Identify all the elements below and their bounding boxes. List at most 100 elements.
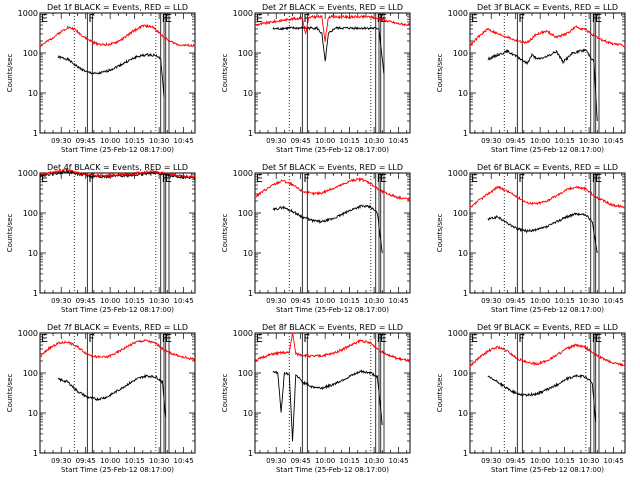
- x-tick-label: 10:30: [149, 297, 169, 305]
- x-tick-label: 10:00: [530, 297, 550, 305]
- y-axis-label: Counts/sec: [436, 54, 444, 93]
- marker-label: F: [518, 332, 524, 345]
- x-axis-label: Start Time (25-Feb-12 08:17:00): [491, 306, 604, 314]
- x-tick-label: 10:15: [125, 137, 145, 145]
- x-tick-label: 09:30: [266, 137, 286, 145]
- y-tick-label: 10: [28, 249, 38, 258]
- x-tick-label: 10:15: [340, 297, 360, 305]
- x-tick-label: 10:45: [388, 457, 408, 465]
- y-tick-label: 10: [243, 249, 253, 258]
- y-axis-label: Counts/sec: [6, 374, 14, 413]
- marker-label: E: [380, 12, 387, 25]
- lld-series-line: [469, 184, 626, 209]
- marker-label: E: [595, 172, 602, 185]
- y-tick-label: 1000: [233, 9, 253, 18]
- y-tick-label: 1: [463, 289, 468, 298]
- marker-label: E: [256, 172, 263, 185]
- x-tick-label: 10:30: [364, 137, 384, 145]
- panel-title: Det 2f BLACK = Events, RED = LLD: [262, 3, 403, 12]
- y-tick-label: 1: [248, 129, 253, 138]
- plot-frame: [254, 172, 411, 294]
- marker-label: E: [471, 12, 478, 25]
- plot-frame: [39, 332, 196, 454]
- lld-series-line: [469, 25, 626, 48]
- marker-label: F: [303, 12, 309, 25]
- events-series-line: [487, 374, 597, 422]
- marker-label: E: [41, 12, 48, 25]
- x-tick-label: 10:15: [555, 457, 575, 465]
- x-axis-label: Start Time (25-Feb-12 08:17:00): [276, 306, 389, 314]
- lld-series-line: [254, 332, 411, 363]
- plot-frame: [469, 12, 626, 134]
- panel-5f: Det 5f BLACK = Events, RED = LLD 1 10 100 10…: [221, 163, 411, 314]
- marker-label: E: [256, 12, 263, 25]
- panel-9f: Det 9f BLACK = Events, RED = LLD 1 10 100 10…: [436, 323, 626, 474]
- y-tick-label: 10: [243, 409, 253, 418]
- x-tick-label: 10:30: [579, 457, 599, 465]
- y-tick-label: 1000: [448, 9, 468, 18]
- x-axis-label: Start Time (25-Feb-12 08:17:00): [61, 466, 174, 474]
- y-tick-label: 1: [463, 449, 468, 458]
- y-axis-label: Counts/sec: [6, 214, 14, 253]
- x-tick-label: 09:45: [506, 137, 526, 145]
- y-tick-label: 10: [458, 409, 468, 418]
- x-axis-label: Start Time (25-Feb-12 08:17:00): [491, 466, 604, 474]
- lld-series-line: [254, 14, 411, 42]
- y-tick-label: 100: [23, 49, 38, 58]
- x-tick-label: 10:00: [315, 297, 335, 305]
- y-tick-label: 1000: [233, 169, 253, 178]
- x-tick-label: 09:45: [291, 297, 311, 305]
- marker-label: E: [471, 172, 478, 185]
- x-tick-label: 09:45: [291, 137, 311, 145]
- lld-series-line: [469, 343, 625, 367]
- events-series-line: [57, 373, 167, 417]
- marker-label: E: [380, 172, 387, 185]
- y-tick-label: 100: [23, 369, 38, 378]
- x-tick-label: 09:30: [51, 137, 71, 145]
- y-tick-label: 1000: [18, 169, 38, 178]
- panel-title: Det 3f BLACK = Events, RED = LLD: [477, 3, 618, 12]
- lld-series-line: [254, 176, 411, 202]
- x-tick-label: 10:15: [555, 137, 575, 145]
- x-tick-label: 10:00: [315, 137, 335, 145]
- y-tick-label: 1: [33, 289, 38, 298]
- events-series-line: [487, 212, 598, 254]
- x-tick-label: 09:30: [266, 297, 286, 305]
- x-tick-label: 10:45: [388, 137, 408, 145]
- x-tick-label: 09:30: [481, 457, 501, 465]
- x-tick-label: 10:00: [100, 297, 120, 305]
- panel-title: Det 5f BLACK = Events, RED = LLD: [262, 163, 403, 172]
- y-axis-label: Counts/sec: [6, 54, 14, 93]
- marker-label: E: [380, 332, 387, 345]
- panel-title: Det 7f BLACK = Events, RED = LLD: [47, 323, 188, 332]
- y-tick-label: 100: [453, 369, 468, 378]
- x-axis-label: Start Time (25-Feb-12 08:17:00): [276, 466, 389, 474]
- panel-title: Det 6f BLACK = Events, RED = LLD: [477, 163, 618, 172]
- x-tick-label: 09:30: [481, 137, 501, 145]
- y-tick-label: 10: [458, 89, 468, 98]
- y-tick-label: 100: [238, 49, 253, 58]
- y-tick-label: 1000: [448, 169, 468, 178]
- x-tick-label: 09:30: [266, 457, 286, 465]
- x-tick-label: 09:30: [51, 297, 71, 305]
- marker-label: F: [377, 172, 383, 185]
- panel-6f: Det 6f BLACK = Events, RED = LLD 1 10 100 10…: [436, 163, 626, 314]
- x-tick-label: 10:15: [125, 297, 145, 305]
- y-tick-label: 10: [28, 89, 38, 98]
- y-tick-label: 1000: [18, 9, 38, 18]
- panel-7f: Det 7f BLACK = Events, RED = LLD 1 10 100 10…: [6, 323, 196, 474]
- marker-label: F: [303, 172, 309, 185]
- y-tick-label: 1: [33, 129, 38, 138]
- marker-label: E: [41, 172, 48, 185]
- lld-series-line: [39, 338, 196, 362]
- panel-title: Det 8f BLACK = Events, RED = LLD: [262, 323, 403, 332]
- x-tick-label: 10:30: [579, 297, 599, 305]
- marker-label: F: [377, 332, 383, 345]
- y-tick-label: 100: [238, 369, 253, 378]
- marker-label: F: [162, 332, 168, 345]
- x-tick-label: 10:00: [100, 137, 120, 145]
- marker-label: E: [165, 332, 172, 345]
- lld-series-line: [39, 23, 196, 48]
- x-tick-label: 10:30: [579, 137, 599, 145]
- x-tick-label: 10:45: [173, 457, 193, 465]
